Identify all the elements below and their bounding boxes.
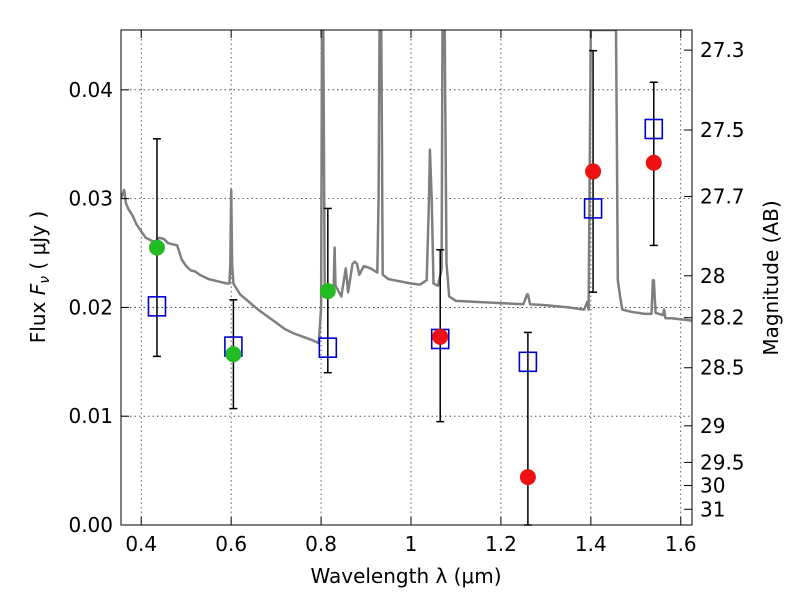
y-tick-label: 0.02 (68, 295, 113, 319)
mag-tick-label: 29.5 (700, 450, 745, 474)
x-tick-label: 0.4 (125, 532, 157, 556)
tick-labels: 0.4 0.6 0.8 1 1.2 1.4 1.6 0.00 0.01 0.02 0.03 0.04 2… (68, 38, 744, 556)
plot-frame (120, 29, 693, 526)
square-marker (518, 351, 538, 373)
mag-tick-label: 28.5 (700, 356, 745, 380)
y-tick-label: 0.03 (68, 187, 113, 211)
y-axis-label: Flux Fν ( μJy ) (26, 211, 53, 343)
circle-marker (432, 328, 449, 345)
y-axis-right-label: Magnitude (AB) (759, 200, 783, 355)
model-spectrum-line (121, 30, 692, 345)
x-tick-label: 1.6 (665, 532, 697, 556)
mag-tick-label: 30 (700, 474, 725, 498)
mag-tick-label: 29 (700, 414, 725, 438)
mag-tick-label: 27.3 (700, 38, 745, 62)
y-tick-label: 0.04 (68, 78, 113, 102)
mag-tick-label: 28 (700, 264, 725, 288)
y-tick-label: 0.00 (68, 513, 113, 537)
circle-marker (225, 346, 242, 363)
circle-marker (585, 163, 602, 180)
x-tick-label: 0.6 (215, 532, 247, 556)
x-tick-label: 1 (405, 532, 418, 556)
square-marker (644, 118, 664, 140)
x-tick-label: 1.4 (575, 532, 607, 556)
plot-area (121, 30, 692, 525)
mag-tick-label: 27.5 (700, 118, 745, 142)
circle-marker (645, 154, 662, 171)
x-tick-label: 0.8 (305, 532, 337, 556)
square-marker (147, 296, 167, 317)
x-tick-label: 1.2 (485, 532, 517, 556)
data-markers (147, 118, 664, 486)
circle-marker (319, 283, 336, 300)
circle-marker (519, 469, 536, 486)
model-spectrum-layer (121, 30, 692, 345)
circle-marker (148, 239, 165, 256)
mag-tick-label: 27.7 (700, 184, 745, 208)
axis-ticks (121, 30, 692, 526)
x-axis-label: Wavelength λ (μm) (310, 564, 501, 588)
square-marker (318, 337, 338, 358)
mag-tick-label: 31 (700, 497, 725, 521)
mag-tick-label: 28.2 (700, 306, 745, 330)
square-marker (583, 198, 603, 219)
y-tick-label: 0.01 (68, 404, 113, 428)
